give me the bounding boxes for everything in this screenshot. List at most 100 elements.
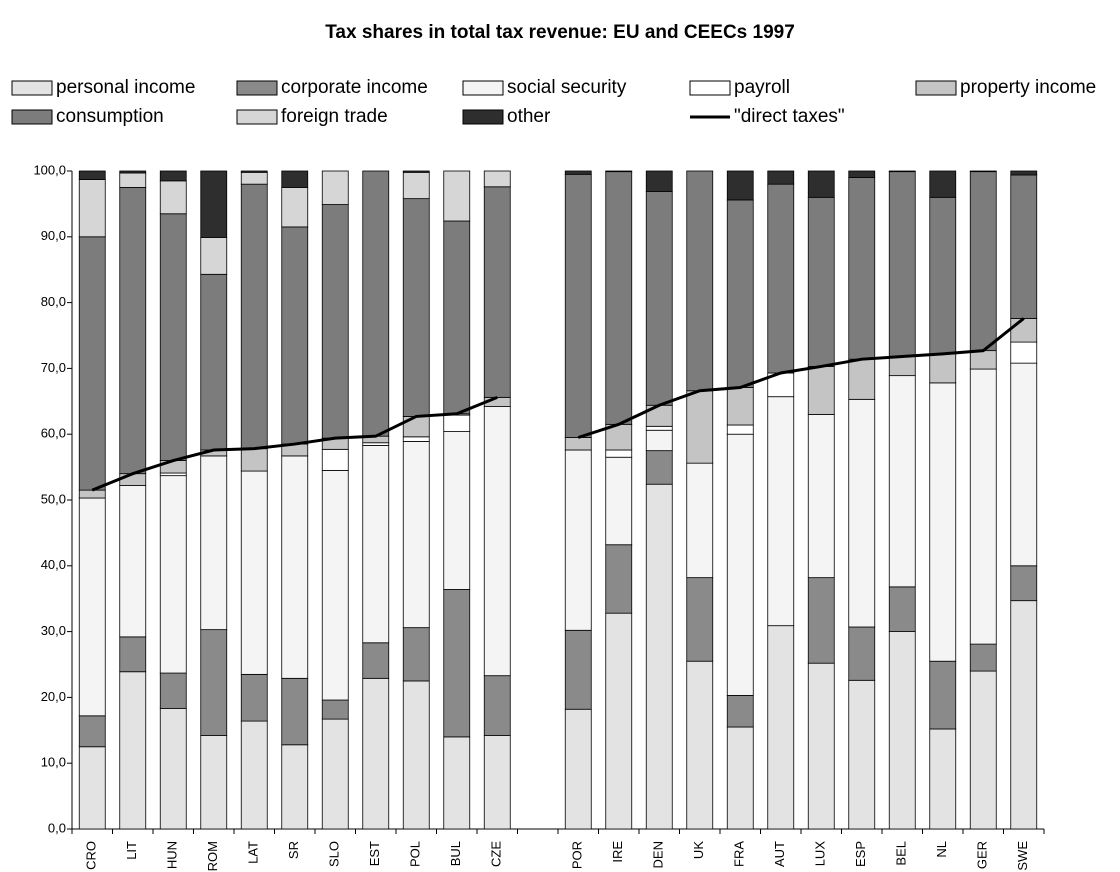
bar-segment xyxy=(848,679,876,830)
legend-label: payroll xyxy=(734,77,790,98)
bar-segment xyxy=(929,728,957,830)
bar-segment xyxy=(969,350,997,370)
legend-label: property income xyxy=(960,77,1096,98)
bar-segment xyxy=(929,660,957,730)
bar-segment xyxy=(686,462,714,579)
x-tick-label: HUN xyxy=(165,841,180,869)
x-tick-label: CZE xyxy=(489,841,504,867)
bar-segment xyxy=(402,680,430,830)
legend-swatch xyxy=(236,80,278,96)
bar-segment xyxy=(78,236,106,491)
x-tick-label: NL xyxy=(934,841,949,858)
bar-segment xyxy=(726,695,754,728)
bar-segment xyxy=(645,429,673,452)
bar-segment xyxy=(726,199,754,388)
bar-segment xyxy=(605,456,633,546)
y-tick-label: 50,0 xyxy=(41,491,66,506)
bar-segment xyxy=(564,173,592,438)
bar-segment xyxy=(200,629,228,736)
legend-label: corporate income xyxy=(281,77,428,98)
bar-segment xyxy=(362,642,390,679)
bar-segment xyxy=(240,448,268,472)
bar-segment xyxy=(119,187,147,475)
bar-segment xyxy=(119,172,147,188)
bar-segment xyxy=(443,170,471,222)
bar-segment xyxy=(807,577,835,664)
bar-segment xyxy=(200,170,228,238)
bar-segment xyxy=(78,746,106,830)
bar-segment xyxy=(321,170,349,205)
bar-segment xyxy=(848,177,876,360)
bar-segment xyxy=(686,577,714,662)
bar-segment xyxy=(483,186,511,398)
bar-segment xyxy=(321,469,349,701)
bar-segment xyxy=(321,699,349,720)
bar-segment xyxy=(159,213,187,461)
bar-segment xyxy=(848,626,876,681)
bar-segment xyxy=(281,170,309,188)
bar-segment xyxy=(969,368,997,645)
bar-segment xyxy=(159,170,187,182)
y-tick-label: 100,0 xyxy=(33,162,66,177)
x-tick-label: DEN xyxy=(651,841,666,868)
bar-segment xyxy=(240,171,268,185)
y-tick-label: 40,0 xyxy=(41,557,66,572)
bar-segment xyxy=(807,662,835,830)
legend-label: consumption xyxy=(56,106,164,127)
bar-segment xyxy=(159,180,187,215)
x-tick-label: SLO xyxy=(327,841,342,867)
bar-segment xyxy=(929,353,957,384)
bar-segment xyxy=(78,489,106,499)
bar-segment xyxy=(888,170,916,173)
bar-segment xyxy=(726,726,754,830)
bar-segment xyxy=(726,433,754,696)
legend-swatch xyxy=(689,80,731,96)
x-tick-label: BEL xyxy=(894,841,909,866)
bar-segment xyxy=(443,589,471,738)
x-tick-label: SR xyxy=(286,841,301,859)
bar-segment xyxy=(78,179,106,238)
line-series xyxy=(91,317,1025,492)
legend-swatch xyxy=(462,109,504,125)
bar-segment xyxy=(483,735,511,830)
bar-segment xyxy=(159,475,187,674)
bar-segment xyxy=(281,744,309,830)
bar-segment xyxy=(483,675,511,736)
bar-segment xyxy=(848,398,876,628)
legend-swatch xyxy=(915,80,957,96)
bar-segment xyxy=(321,448,349,471)
legend-swatch xyxy=(11,109,53,125)
bar-segment xyxy=(119,485,147,638)
bar-segment xyxy=(564,170,592,175)
bar-segment xyxy=(726,170,754,201)
bar-segment xyxy=(929,170,957,198)
bar-segment xyxy=(281,187,309,228)
bar-segment xyxy=(645,483,673,830)
bar-segment xyxy=(321,204,349,439)
bar-segment xyxy=(119,170,147,174)
y-tick-label: 90,0 xyxy=(41,228,66,243)
x-tick-label: CRO xyxy=(84,841,99,870)
bar-segment xyxy=(767,183,795,374)
bar-segment xyxy=(605,612,633,830)
x-tick-label: EST xyxy=(367,841,382,866)
y-tick-label: 60,0 xyxy=(41,426,66,441)
legend-swatch xyxy=(11,80,53,96)
bar-segment xyxy=(1010,341,1038,364)
bar-segment xyxy=(564,708,592,830)
bar-segment xyxy=(888,356,916,377)
x-tick-label: LIT xyxy=(124,841,139,860)
bar-segment xyxy=(200,237,228,275)
bar-segment xyxy=(645,425,673,431)
bar-segment xyxy=(1010,362,1038,567)
bar-segment xyxy=(645,190,673,406)
bar-segment xyxy=(78,715,106,748)
x-tick-label: LUX xyxy=(813,841,828,867)
bar-segment xyxy=(1010,174,1038,319)
bar-segment xyxy=(1010,565,1038,602)
x-tick-label: ESP xyxy=(853,841,868,867)
bar-segment xyxy=(281,226,309,445)
bar-segment xyxy=(807,366,835,415)
bar-segment xyxy=(848,170,876,178)
bar-segment xyxy=(767,625,795,830)
